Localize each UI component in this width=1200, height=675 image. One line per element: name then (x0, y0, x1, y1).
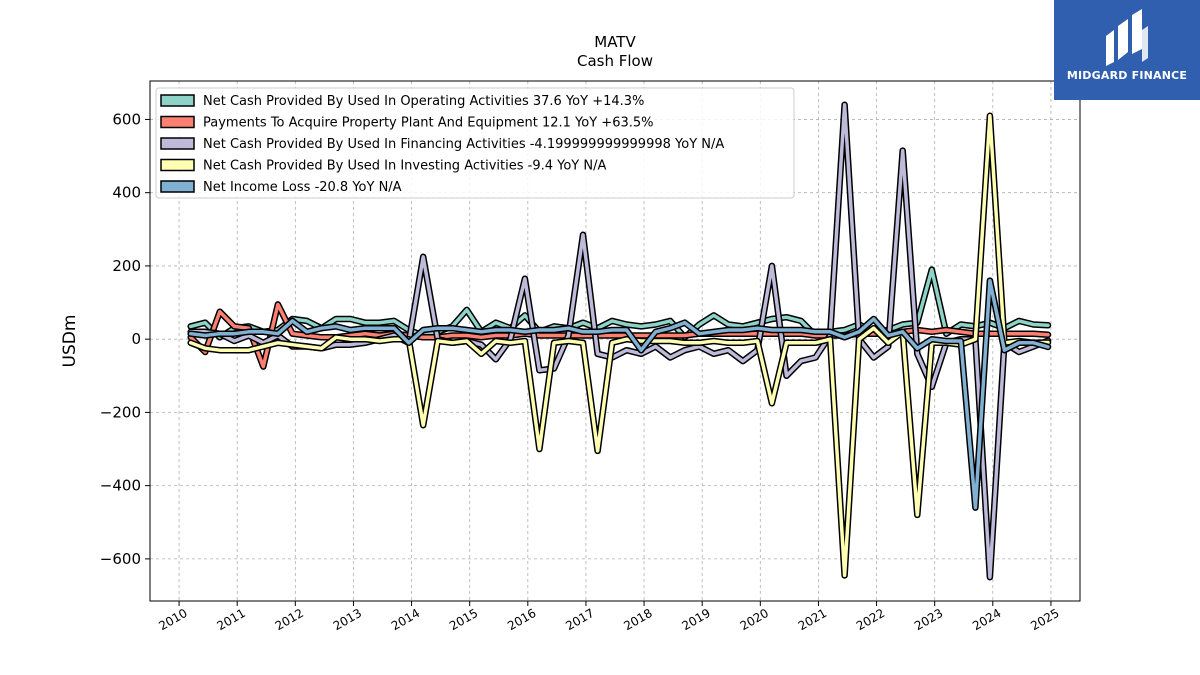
chart-title: MATV (594, 33, 636, 51)
y-tick-label: −200 (100, 403, 141, 421)
y-tick-label: 600 (112, 110, 141, 128)
legend-label: Net Cash Provided By Used In Operating A… (203, 94, 644, 109)
series-0-line (188, 267, 1050, 340)
legend-frame (155, 87, 795, 199)
brand-name: MIDGARD FINANCE (1066, 69, 1188, 82)
y-tick-label: −400 (100, 477, 141, 495)
chart-subtitle: Cash Flow (577, 52, 653, 70)
legend-swatch (160, 158, 195, 172)
series-3-line (188, 114, 1050, 578)
logo-mark-icon (1106, 9, 1148, 66)
plot-frame (149, 80, 1081, 602)
legend-swatch (160, 180, 195, 193)
y-tick-label: 0 (131, 330, 141, 348)
legend-label: Net Income Loss -20.8 YoY N/A (203, 180, 402, 195)
series-lines (187, 101, 1052, 581)
legend-swatch (160, 115, 195, 129)
legend-label: Net Cash Provided By Used In Investing A… (203, 159, 606, 174)
y-tick-label: −600 (100, 550, 141, 568)
brand-logo: MIDGARD FINANCE (1054, 0, 1200, 100)
y-axis-label: USDm (60, 315, 80, 368)
legend-label: Payments To Acquire Property Plant And E… (203, 116, 654, 131)
chart-title-block: MATV Cash Flow (415, 33, 815, 71)
y-tick-label: 400 (112, 184, 141, 202)
legend: Net Cash Provided By Used In Operating A… (155, 87, 795, 199)
legend-swatch (160, 94, 195, 107)
legend-label: Net Cash Provided By Used In Financing A… (203, 137, 724, 152)
series-2-line (188, 103, 1050, 579)
y-tick-label: 200 (112, 257, 141, 275)
legend-swatch (160, 137, 195, 150)
series-4-line (188, 278, 1050, 510)
y-axis: −600 −400 −200 0 200 400 600 (100, 110, 150, 568)
